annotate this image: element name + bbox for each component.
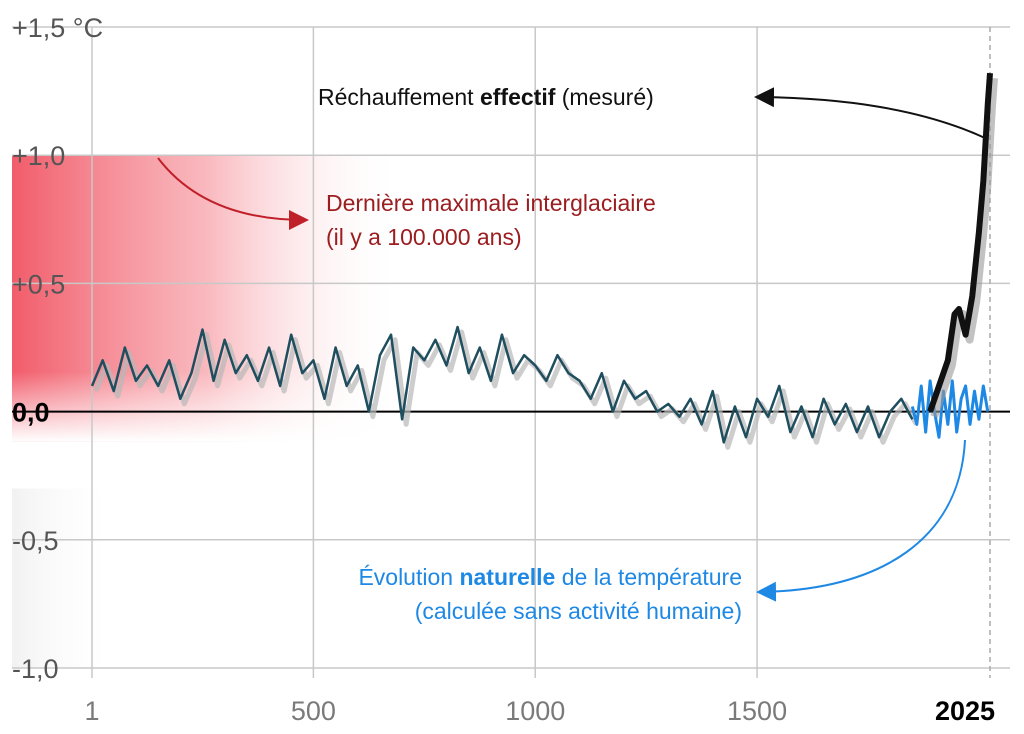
x-tick-label: 1500 xyxy=(727,696,787,726)
y-tick-label: 0,0 xyxy=(12,398,50,428)
y-axis-ticks: +1,5 °C +1,0 +0,5 0,0 -0,5 -1,0 xyxy=(12,13,103,684)
annotation-arrows xyxy=(157,87,986,602)
measured-annotation: Réchauffement effectif (mesuré) xyxy=(318,80,654,114)
lower-haze xyxy=(12,488,432,668)
y-tick-label: +1,0 xyxy=(12,141,65,171)
natural-annotation-prefix: Évolution xyxy=(358,564,460,590)
natural-annotation-line1: Évolution naturelle de la température xyxy=(250,560,742,594)
x-tick-label: 1 xyxy=(84,696,99,726)
y-tick-label: -0,5 xyxy=(12,526,59,556)
interglacial-annotation-line1: Dernière maximale interglaciaire xyxy=(326,190,656,216)
series-measured-line xyxy=(927,72,993,413)
series-natural-line xyxy=(90,325,914,444)
series-measured-shadow xyxy=(930,77,998,418)
interglacial-annotation: Dernière maximale interglaciaire (il y a… xyxy=(326,186,656,254)
interglacial-band-fade xyxy=(12,371,572,442)
natural-annotation: Évolution naturelle de la température (c… xyxy=(250,560,742,628)
series-shadow xyxy=(93,329,919,450)
natural-annotation-suffix: de la température xyxy=(555,564,742,590)
series xyxy=(90,72,998,450)
measured-arrow xyxy=(754,87,986,139)
x-tick-label: 1000 xyxy=(505,696,565,726)
x-tick-label: 2025 xyxy=(935,696,995,726)
measured-annotation-bold: effectif xyxy=(479,84,556,110)
interglacial-annotation-line2: (il y a 100.000 ans) xyxy=(326,224,522,250)
series-natural-recent-line xyxy=(910,379,990,439)
x-axis-ticks: 1 500 1000 1500 2025 xyxy=(84,696,995,726)
natural-annotation-bold: naturelle xyxy=(459,564,556,590)
interglacial-band xyxy=(12,155,572,668)
x-tick-label: 500 xyxy=(291,696,336,726)
y-tick-label: +0,5 xyxy=(12,269,65,299)
natural-arrow xyxy=(756,439,966,602)
y-tick-label: -1,0 xyxy=(12,654,59,684)
natural-annotation-line2: (calculée sans activité humaine) xyxy=(414,598,742,624)
measured-annotation-suffix: (mesuré) xyxy=(555,84,654,110)
interglacial-arrow xyxy=(157,157,309,230)
measured-annotation-prefix: Réchauffement xyxy=(318,84,480,110)
y-tick-label: +1,5 °C xyxy=(12,13,103,43)
